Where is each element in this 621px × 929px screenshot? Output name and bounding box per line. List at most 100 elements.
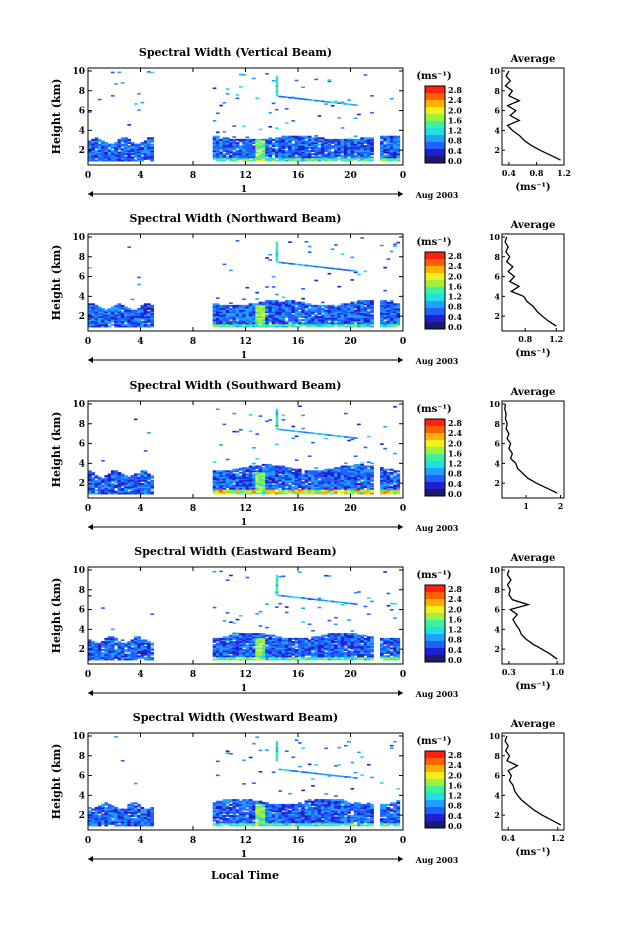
heatmap-cell — [248, 468, 253, 471]
heatmap-cell — [291, 489, 296, 492]
colorbar-tick-label: 2.8 — [448, 418, 462, 428]
y-tick-label: 4 — [79, 126, 85, 136]
heatmap-cell — [334, 656, 338, 659]
heatmap-cell — [120, 314, 125, 317]
heatmap-cell — [288, 647, 292, 650]
heatmap-cell — [222, 153, 227, 156]
heatmap-cell — [225, 314, 230, 317]
sparse-echo — [324, 437, 328, 440]
heatmap-cell — [242, 148, 246, 151]
heatmap-cell — [91, 822, 95, 825]
heatmap-cell — [91, 648, 95, 651]
echo-band — [343, 436, 348, 438]
heatmap-cell — [91, 821, 95, 824]
heatmap-cell — [360, 655, 365, 658]
y-tick-label: 6 — [79, 440, 85, 450]
heatmap-cell — [124, 159, 128, 162]
heatmap-cell — [327, 142, 332, 145]
heatmap-cell — [350, 322, 355, 325]
heatmap-cell — [114, 653, 118, 656]
heatmap-cell — [265, 641, 269, 644]
heatmap-cell — [304, 146, 309, 149]
heatmap-cell — [370, 309, 374, 312]
heatmap-cell — [320, 476, 325, 479]
heatmap-cell — [360, 140, 365, 143]
sparse-echo — [347, 439, 351, 442]
heatmap-cell — [307, 149, 312, 152]
heatmap-cell — [124, 644, 128, 647]
heatmap-cell — [215, 153, 220, 156]
heatmap-cell — [294, 135, 299, 138]
sparse-echo — [370, 600, 374, 603]
heatmap-cell — [137, 492, 141, 495]
heatmap-cell — [353, 143, 358, 146]
heatmap-cell — [261, 306, 266, 309]
heatmap-cell — [320, 143, 325, 146]
heatmap-cell — [314, 479, 319, 482]
heatmap-cell — [330, 308, 335, 311]
heatmap-cell — [261, 153, 266, 156]
heatmap-cell — [120, 322, 125, 325]
heatmap-cell — [357, 145, 361, 148]
heatmap-cell — [222, 647, 227, 650]
heatmap-cell — [294, 159, 299, 162]
heatmap-cell — [88, 476, 92, 479]
heatmap-cell — [212, 304, 217, 307]
echo-band — [311, 99, 315, 102]
heatmap-cell — [222, 312, 227, 315]
heatmap-cell — [288, 156, 292, 159]
heatmap-cell — [330, 323, 335, 326]
heatmap-cell — [147, 484, 151, 487]
heatmap-cell — [314, 658, 319, 661]
heatmap-cell — [245, 487, 250, 490]
heatmap-cell — [281, 481, 286, 484]
heatmap-cell — [301, 486, 305, 489]
heatmap-cell — [271, 157, 276, 160]
heatmap-cell — [380, 492, 384, 495]
heatmap-cell — [307, 652, 312, 655]
heatmap-cell — [117, 481, 122, 484]
heatmap-cell — [248, 658, 253, 661]
heatmap-cell — [130, 325, 135, 328]
heatmap-cell — [147, 138, 151, 141]
heatmap-cell — [147, 653, 151, 656]
heatmap-cell — [383, 138, 387, 141]
plume-cell — [275, 418, 279, 421]
heatmap-cell — [248, 317, 253, 320]
heatmap-cell — [380, 467, 384, 470]
sparse-echo — [265, 73, 269, 75]
heatmap-cell — [393, 317, 397, 320]
heatmap-cell — [337, 319, 342, 322]
heatmap-cell — [353, 154, 358, 157]
heatmap-cell — [137, 312, 141, 315]
x-tick-label: 0 — [400, 337, 406, 347]
heatmap-cell — [265, 153, 269, 156]
heatmap-cell — [265, 484, 269, 487]
heatmap-cell — [255, 151, 260, 154]
sparse-echo — [327, 80, 332, 83]
heatmap-cell — [357, 482, 361, 485]
plume-cell — [275, 86, 279, 89]
heatmap-cell — [383, 484, 387, 487]
heatmap-cell — [104, 653, 109, 656]
heatmap-cell — [110, 636, 115, 639]
heatmap-cell — [353, 633, 358, 636]
heatmap-cell — [258, 138, 263, 141]
heatmap-cell — [383, 306, 387, 309]
heatmap-cell — [101, 153, 105, 156]
heatmap-cell — [88, 303, 92, 306]
heatmap-cell — [215, 645, 220, 648]
heatmap-cell — [252, 650, 256, 653]
echo-band — [301, 264, 305, 266]
heatmap-cell — [212, 653, 217, 656]
heatmap-cell — [94, 309, 99, 312]
heatmap-cell — [301, 309, 305, 312]
heatmap-cell — [120, 143, 125, 146]
heatmap-cell — [386, 486, 391, 489]
day-axis-arrow-right — [398, 690, 403, 696]
heatmap-cell — [232, 159, 237, 162]
heatmap-cell — [320, 634, 325, 637]
echo-band — [307, 598, 312, 600]
sparse-echo — [334, 623, 338, 626]
heatmap-cell — [350, 487, 355, 490]
